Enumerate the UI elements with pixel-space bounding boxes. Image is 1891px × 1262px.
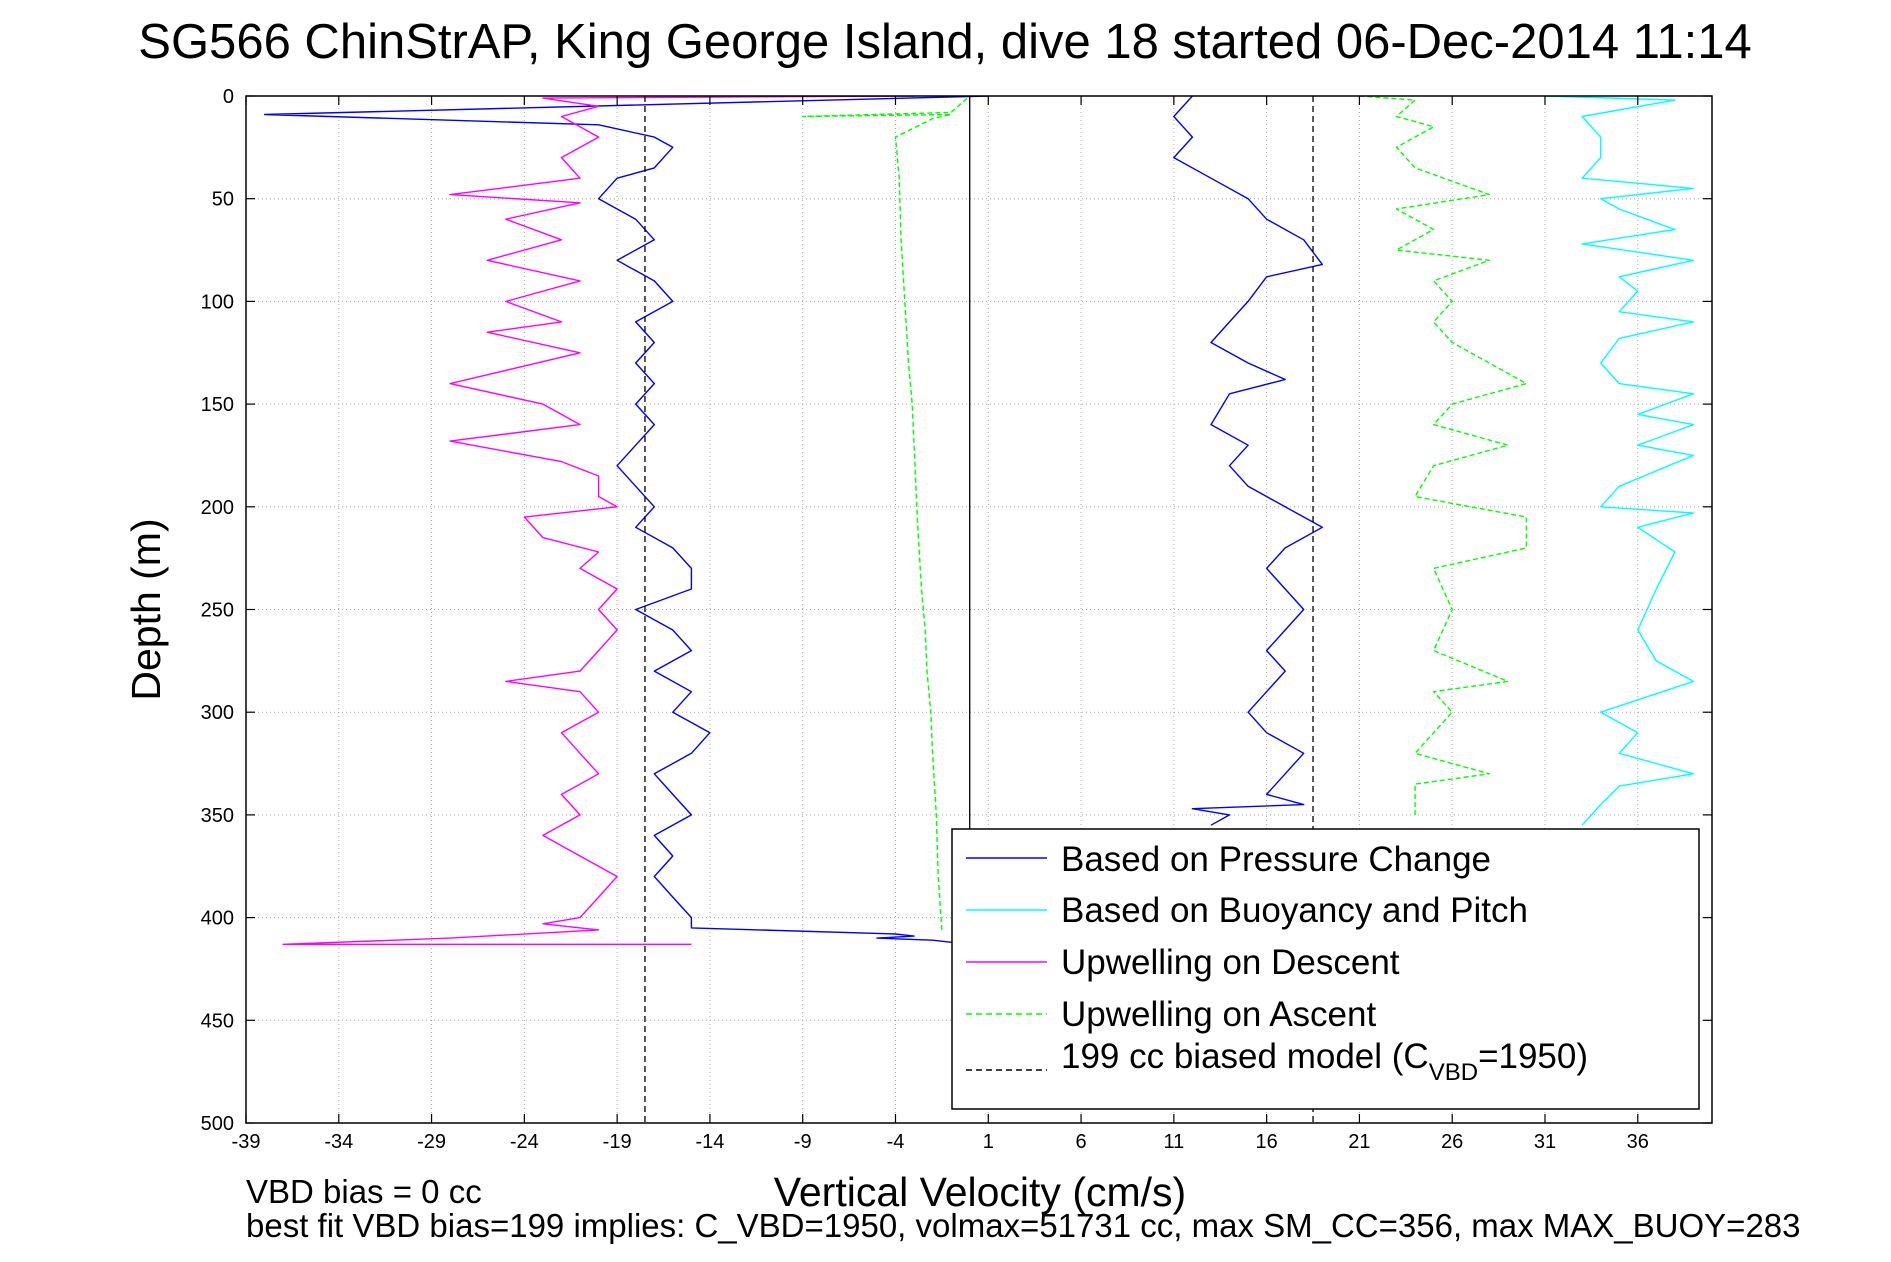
x-tick-label: 11 [1163,1131,1184,1153]
series-line-based-on-pressure-change-ascent [1173,96,1324,826]
x-tick-label: -39 [232,1131,261,1153]
x-tick-label: 16 [1256,1131,1278,1153]
series-lines [263,96,1695,945]
legend-label-upwelling-descent: Upwelling on Descent [1061,943,1400,982]
x-tick-label: -4 [887,1131,905,1153]
y-tick-label: 0 [223,86,234,108]
legend-label-upwelling-ascent: Upwelling on Ascent [1061,995,1376,1034]
series-line-upwelling-on-ascent-ascent [1359,96,1528,815]
x-tick-label: 6 [1076,1131,1087,1153]
legend-label-biased-model: 199 cc biased model (CVBD=1950) [1061,1037,1588,1086]
x-tick-label: -29 [417,1131,446,1153]
x-tick-label: -34 [324,1131,353,1153]
legend: Based on Pressure Change Based on Buoyan… [951,828,1700,1110]
x-tick-label: -14 [695,1131,724,1153]
y-axis-label: Depth (m) [123,518,169,700]
y-tick-label: 300 [201,702,234,724]
series-line-upwelling-on-ascent-descent [802,96,971,930]
x-tick-label: 21 [1348,1131,1370,1153]
series-line-based-on-pressure-change-descent [263,96,989,945]
series-line-upwelling-on-descent-descent [282,96,915,945]
y-tick-label: 500 [201,1113,234,1135]
series-line-based-on-buoyancy-and-pitch-ascent [1544,96,1695,826]
y-tick-label: 400 [201,908,234,930]
y-tick-label: 350 [201,805,234,827]
x-axis-label: Vertical Velocity (cm/s) [774,1169,1186,1215]
y-tick-label: 450 [201,1010,234,1032]
x-tick-label: -9 [794,1131,812,1153]
x-tick-label: 36 [1627,1131,1649,1153]
best-fit-note: best fit VBD bias=199 implies: C_VBD=195… [246,1207,1801,1244]
chart-title: SG566 ChinStrAP, King George Island, div… [138,15,1751,69]
y-tick-label: 200 [201,497,234,519]
legend-label-pressure: Based on Pressure Change [1061,840,1491,879]
y-tick-label: 100 [201,291,234,313]
legend-box [951,828,1700,1110]
axis-ticks: -39 -34 -29 -24 -19 -14 -9 -4 1 6 11 16 21 26 31 360501… [201,86,1712,1153]
x-tick-label: 1 [983,1131,994,1153]
y-tick-label: 150 [201,394,234,416]
grid-lines [245,95,1712,1124]
x-tick-label: -19 [603,1131,632,1153]
y-tick-label: 50 [212,189,234,211]
x-tick-label: 31 [1534,1131,1556,1153]
x-tick-label: 26 [1441,1131,1463,1153]
x-tick-label: -24 [510,1131,539,1153]
y-tick-label: 250 [201,600,234,622]
legend-label-buoyancy: Based on Buoyancy and Pitch [1061,891,1528,930]
vbd-bias-note: VBD bias = 0 cc [246,1173,482,1210]
